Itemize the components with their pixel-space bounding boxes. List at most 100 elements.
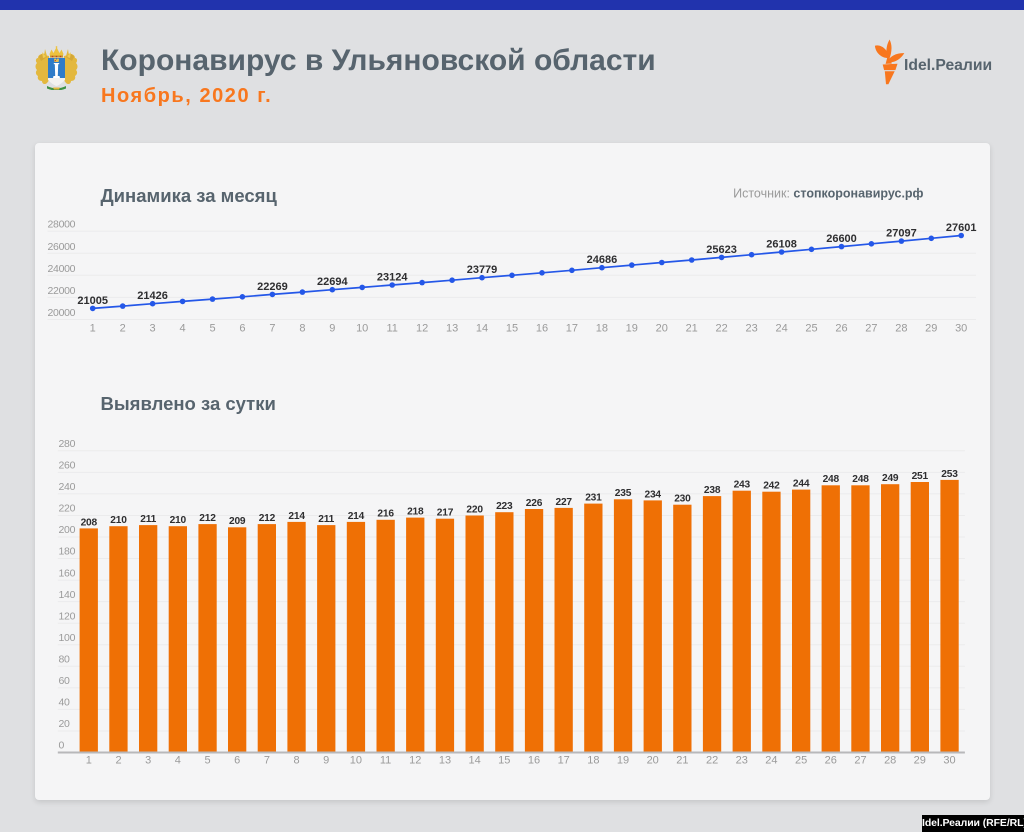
svg-text:22000: 22000	[47, 285, 75, 297]
svg-text:10: 10	[356, 323, 368, 335]
svg-text:226: 226	[525, 498, 542, 509]
svg-text:1: 1	[89, 323, 95, 335]
svg-text:280: 280	[58, 438, 75, 450]
svg-text:22269: 22269	[257, 281, 288, 293]
svg-text:Динамика за месяц: Динамика за месяц	[100, 185, 277, 206]
svg-text:5: 5	[204, 754, 210, 766]
svg-text:210: 210	[169, 515, 186, 526]
svg-text:11: 11	[379, 754, 390, 766]
svg-text:4: 4	[174, 754, 180, 766]
svg-text:16: 16	[527, 754, 539, 766]
svg-text:17: 17	[557, 754, 569, 766]
svg-text:3: 3	[145, 754, 151, 766]
svg-text:238: 238	[703, 485, 720, 496]
svg-text:140: 140	[58, 589, 75, 601]
svg-text:27: 27	[865, 323, 877, 335]
svg-text:212: 212	[199, 513, 216, 524]
svg-text:13: 13	[445, 323, 457, 335]
svg-text:22694: 22694	[317, 276, 348, 288]
svg-text:24: 24	[765, 754, 777, 766]
svg-text:29: 29	[925, 323, 937, 335]
svg-text:160: 160	[58, 567, 75, 579]
svg-text:14: 14	[468, 754, 480, 766]
svg-text:208: 208	[80, 517, 97, 528]
svg-text:231: 231	[585, 493, 602, 504]
svg-text:20000: 20000	[47, 307, 75, 319]
svg-text:22: 22	[715, 323, 727, 335]
svg-text:21: 21	[685, 323, 697, 335]
svg-text:251: 251	[911, 471, 928, 482]
svg-text:11: 11	[386, 323, 397, 335]
svg-text:17: 17	[565, 323, 577, 335]
svg-text:13: 13	[438, 754, 450, 766]
svg-text:28: 28	[884, 754, 896, 766]
svg-text:23124: 23124	[376, 272, 407, 284]
svg-text:100: 100	[58, 632, 75, 644]
svg-text:29: 29	[913, 754, 925, 766]
svg-text:244: 244	[792, 479, 809, 490]
svg-text:15: 15	[498, 754, 510, 766]
svg-text:260: 260	[58, 460, 75, 472]
svg-text:23779: 23779	[466, 264, 497, 276]
svg-text:2: 2	[115, 754, 121, 766]
svg-text:23: 23	[735, 754, 747, 766]
svg-text:25: 25	[794, 754, 806, 766]
svg-text:9: 9	[323, 754, 329, 766]
svg-text:249: 249	[881, 473, 898, 484]
svg-text:23: 23	[745, 323, 757, 335]
svg-text:19: 19	[616, 754, 628, 766]
svg-text:243: 243	[733, 480, 750, 491]
svg-text:9: 9	[329, 323, 335, 335]
svg-text:242: 242	[763, 481, 780, 492]
svg-text:22: 22	[705, 754, 717, 766]
svg-text:1: 1	[85, 754, 91, 766]
svg-text:Источник: стопкоронавирус.рф: Источник: стопкоронавирус.рф	[733, 187, 923, 201]
svg-text:18: 18	[587, 754, 599, 766]
svg-text:24000: 24000	[47, 263, 75, 275]
svg-text:253: 253	[941, 469, 958, 480]
svg-text:27601: 27601	[945, 222, 976, 234]
svg-text:210: 210	[110, 515, 127, 526]
svg-text:15: 15	[505, 323, 517, 335]
svg-text:20: 20	[655, 323, 667, 335]
svg-text:248: 248	[852, 474, 869, 485]
svg-text:26600: 26600	[826, 233, 857, 245]
svg-text:30: 30	[955, 323, 967, 335]
svg-text:212: 212	[258, 513, 275, 524]
svg-text:30: 30	[943, 754, 955, 766]
svg-text:27: 27	[854, 754, 866, 766]
svg-text:8: 8	[299, 323, 305, 335]
svg-text:21005: 21005	[77, 295, 108, 307]
svg-text:27097: 27097	[886, 228, 917, 240]
svg-text:20: 20	[646, 754, 658, 766]
svg-text:180: 180	[58, 546, 75, 558]
svg-text:235: 235	[614, 488, 631, 499]
svg-text:218: 218	[407, 507, 424, 518]
svg-text:26: 26	[824, 754, 836, 766]
svg-text:223: 223	[496, 501, 513, 512]
svg-text:18: 18	[595, 323, 607, 335]
svg-text:80: 80	[58, 654, 70, 666]
svg-text:10: 10	[349, 754, 361, 766]
svg-text:211: 211	[318, 514, 334, 525]
svg-text:4: 4	[179, 323, 185, 335]
svg-text:26: 26	[835, 323, 847, 335]
svg-text:214: 214	[288, 511, 305, 522]
svg-text:230: 230	[674, 494, 691, 505]
svg-text:7: 7	[269, 323, 275, 335]
svg-text:60: 60	[58, 675, 70, 687]
svg-text:24686: 24686	[586, 254, 617, 266]
svg-text:227: 227	[555, 497, 572, 508]
svg-text:12: 12	[415, 323, 427, 335]
svg-text:2: 2	[119, 323, 125, 335]
svg-text:21426: 21426	[137, 290, 168, 302]
svg-text:214: 214	[347, 511, 364, 522]
svg-text:234: 234	[644, 489, 661, 500]
svg-text:211: 211	[140, 514, 156, 525]
svg-text:217: 217	[436, 508, 453, 519]
svg-text:25623: 25623	[706, 244, 737, 256]
svg-text:5: 5	[209, 323, 215, 335]
svg-text:216: 216	[377, 509, 394, 520]
svg-text:7: 7	[263, 754, 269, 766]
svg-text:6: 6	[234, 754, 240, 766]
